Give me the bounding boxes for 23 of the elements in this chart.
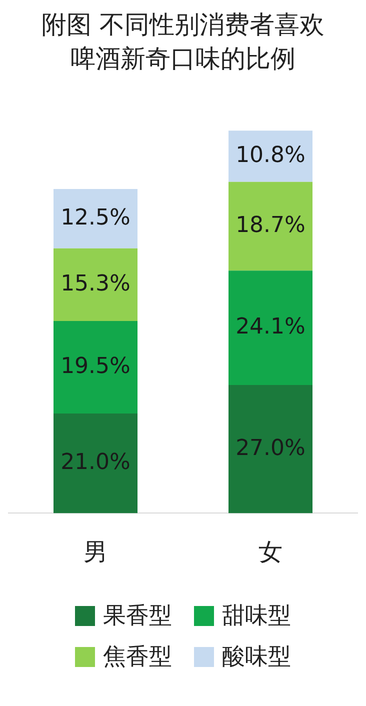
bar <box>54 320 138 414</box>
data-label: 24.1% <box>236 314 306 340</box>
legend-label: 甜味型 <box>222 602 291 631</box>
legend-label: 果香型 <box>103 602 172 631</box>
data-label: 10.8% <box>236 142 306 168</box>
data-label: 27.0% <box>236 436 306 461</box>
data-label: 18.7% <box>236 212 306 238</box>
bar <box>228 130 312 182</box>
bar <box>228 270 312 386</box>
data-label: 15.3% <box>60 271 130 296</box>
legend-label: 酸味型 <box>222 643 291 672</box>
bar <box>228 385 312 514</box>
bar <box>54 414 138 514</box>
bar <box>228 182 312 271</box>
data-label: 19.5% <box>60 354 130 379</box>
x-tick-label: 男 <box>84 538 108 566</box>
legend-label: 焦香型 <box>103 643 172 672</box>
data-label: 12.5% <box>60 205 130 230</box>
chart-title: 附图 不同性别消费者喜欢啤酒新奇口味的比例 <box>40 9 326 75</box>
data-label: 21.0% <box>60 450 130 476</box>
x-tick-label: 女 <box>258 538 282 566</box>
bar <box>54 248 138 321</box>
bar <box>54 189 138 248</box>
